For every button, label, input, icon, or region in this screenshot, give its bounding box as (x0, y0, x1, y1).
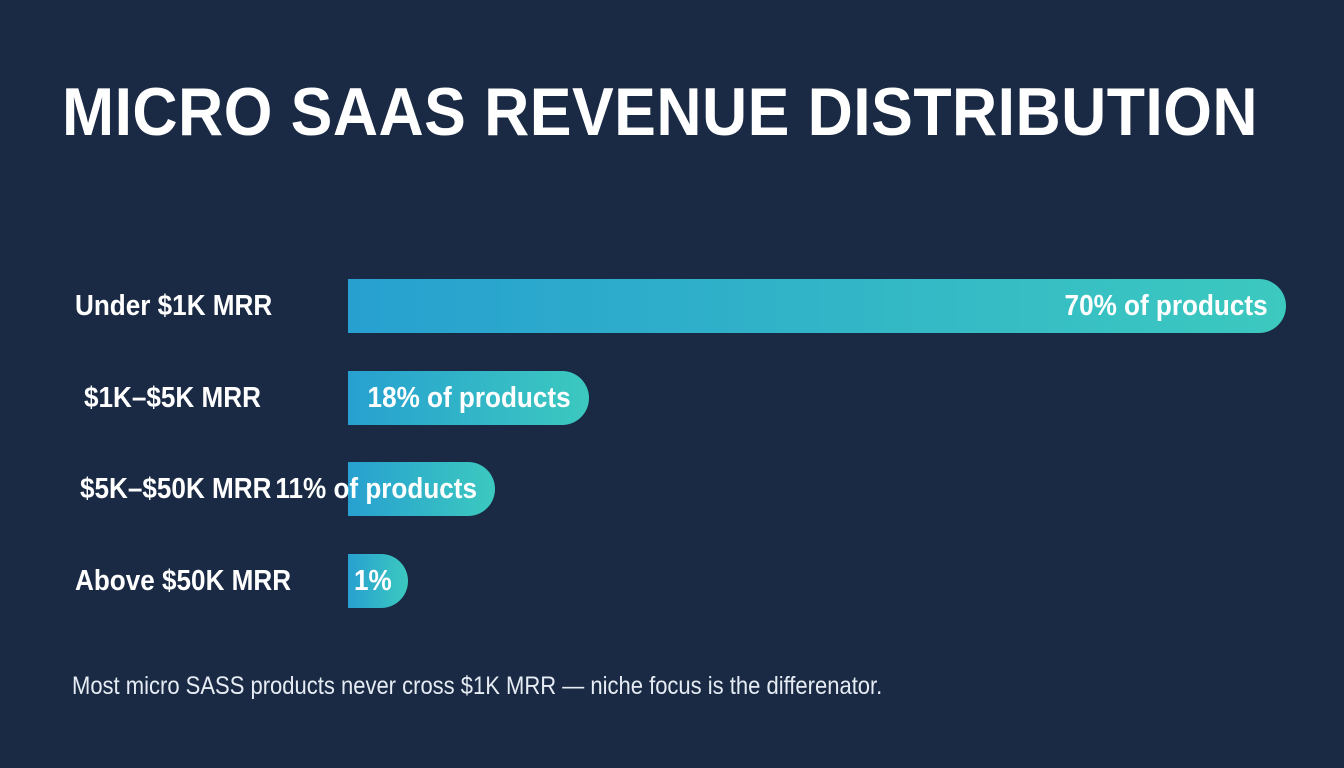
category-label: $5K–$50K MRR (80, 473, 272, 505)
bar: 70% of products (348, 279, 1286, 333)
bar: 11% of products (275, 462, 495, 516)
chart-title: MICRO SAAS REVENUE DISTRIBUTION (62, 74, 1259, 150)
data-label: 1% (354, 565, 392, 597)
category-label: Above $50K MRR (75, 565, 292, 597)
data-label: 70% of products (1064, 290, 1268, 322)
data-label: 18% of products (367, 382, 571, 414)
category-label: $1K–$5K MRR (84, 382, 261, 414)
bar: 18% of products (348, 371, 589, 425)
chart-footnote: Most micro SASS products never cross $1K… (72, 672, 883, 700)
category-label: Under $1K MRR (75, 290, 273, 322)
bar: 1% (348, 554, 408, 608)
data-label: 11% of products (275, 473, 477, 505)
